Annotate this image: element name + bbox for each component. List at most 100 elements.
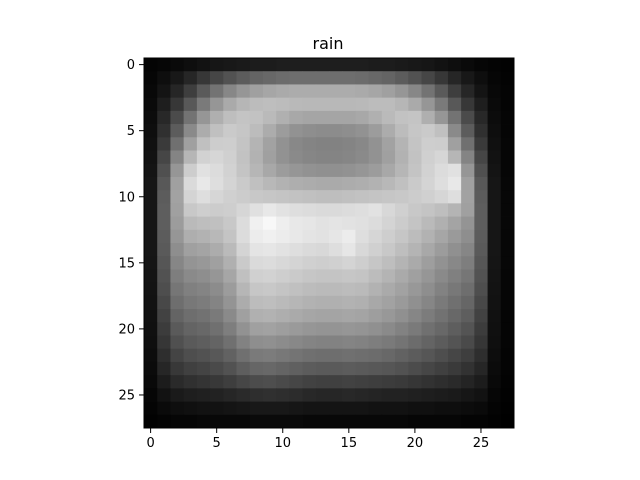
heatmap-cell bbox=[474, 58, 488, 72]
heatmap-cell bbox=[236, 110, 251, 125]
heatmap-cell bbox=[249, 229, 264, 244]
heatmap-cell bbox=[329, 375, 343, 389]
heatmap-cell bbox=[223, 401, 237, 416]
heatmap-cell bbox=[368, 361, 383, 376]
heatmap-cell bbox=[223, 256, 237, 270]
heatmap-cell bbox=[500, 401, 515, 416]
heatmap-cell bbox=[236, 71, 251, 85]
heatmap-cell bbox=[315, 243, 330, 257]
heatmap-cell bbox=[395, 190, 409, 204]
heatmap-cell bbox=[302, 203, 317, 217]
heatmap-cell bbox=[210, 229, 224, 244]
heatmap-cell bbox=[289, 150, 303, 165]
heatmap-cell bbox=[170, 335, 185, 350]
heatmap-cell bbox=[447, 295, 462, 310]
heatmap-cell bbox=[355, 229, 370, 244]
heatmap-cell bbox=[408, 401, 422, 416]
heatmap-cell bbox=[500, 150, 515, 165]
heatmap-cell bbox=[170, 282, 185, 297]
heatmap-cell bbox=[157, 361, 171, 376]
heatmap-cell bbox=[381, 163, 396, 178]
heatmap-cell bbox=[395, 71, 409, 85]
heatmap-cell bbox=[144, 322, 158, 336]
heatmap-cell bbox=[249, 256, 264, 270]
heatmap-cell bbox=[447, 203, 462, 217]
heatmap-cell bbox=[144, 282, 158, 297]
heatmap-cell bbox=[461, 150, 475, 165]
heatmap-cell bbox=[236, 309, 251, 323]
heatmap-cell bbox=[447, 388, 462, 402]
heatmap-cell bbox=[170, 388, 185, 402]
heatmap-cell bbox=[474, 256, 488, 270]
y-tick-label: 25 bbox=[118, 388, 135, 403]
heatmap-cell bbox=[157, 282, 171, 297]
heatmap-cell bbox=[276, 243, 290, 257]
heatmap-cell bbox=[144, 414, 158, 429]
heatmap-cell bbox=[355, 150, 370, 165]
heatmap-cell bbox=[144, 335, 158, 350]
heatmap-cell bbox=[381, 110, 396, 125]
heatmap-cell bbox=[289, 190, 303, 204]
heatmap-cell bbox=[342, 58, 356, 72]
heatmap-cell bbox=[157, 203, 171, 217]
heatmap-cell bbox=[355, 203, 370, 217]
heatmap-cell bbox=[183, 388, 198, 402]
heatmap-cell bbox=[461, 322, 475, 336]
heatmap-cell bbox=[315, 163, 330, 178]
heatmap-cell bbox=[144, 375, 158, 389]
heatmap-cell bbox=[421, 322, 436, 336]
heatmap-cell bbox=[210, 58, 224, 72]
heatmap-cell bbox=[408, 163, 422, 178]
heatmap-cell bbox=[381, 414, 396, 429]
heatmap-cell bbox=[249, 295, 264, 310]
heatmap-cell bbox=[487, 388, 502, 402]
heatmap-cell bbox=[183, 361, 198, 376]
heatmap-cell bbox=[329, 388, 343, 402]
heatmap-cells bbox=[144, 58, 515, 429]
heatmap-cell bbox=[157, 256, 171, 270]
heatmap-cell bbox=[262, 229, 277, 244]
heatmap-cell bbox=[434, 269, 449, 284]
heatmap-cell bbox=[210, 216, 224, 231]
heatmap-cell bbox=[183, 84, 198, 99]
heatmap-cell bbox=[500, 282, 515, 297]
heatmap-cell bbox=[342, 309, 356, 323]
heatmap-cell bbox=[170, 124, 185, 138]
heatmap-cell bbox=[262, 375, 277, 389]
heatmap-cell bbox=[461, 97, 475, 112]
heatmap-cell bbox=[355, 256, 370, 270]
heatmap-cell bbox=[381, 229, 396, 244]
heatmap-cell bbox=[408, 388, 422, 402]
heatmap-cell bbox=[487, 84, 502, 99]
heatmap-cell bbox=[487, 269, 502, 284]
heatmap-cell bbox=[342, 71, 356, 85]
heatmap-cell bbox=[183, 124, 198, 138]
heatmap-cell bbox=[236, 97, 251, 112]
heatmap-cell bbox=[302, 295, 317, 310]
heatmap-cell bbox=[223, 414, 237, 429]
heatmap-cell bbox=[368, 414, 383, 429]
heatmap-cell bbox=[157, 388, 171, 402]
heatmap-cell bbox=[249, 414, 264, 429]
heatmap-cell bbox=[210, 137, 224, 151]
heatmap-cell bbox=[368, 295, 383, 310]
heatmap-cell bbox=[500, 229, 515, 244]
heatmap-cell bbox=[329, 97, 343, 112]
heatmap-cell bbox=[210, 150, 224, 165]
heatmap-cell bbox=[183, 190, 198, 204]
heatmap-cell bbox=[249, 110, 264, 125]
heatmap-cell bbox=[236, 163, 251, 178]
heatmap-cell bbox=[249, 243, 264, 257]
heatmap-cell bbox=[144, 309, 158, 323]
heatmap-cell bbox=[474, 388, 488, 402]
heatmap-cell bbox=[144, 203, 158, 217]
heatmap-cell bbox=[447, 414, 462, 429]
heatmap-cell bbox=[434, 348, 449, 363]
heatmap-cell bbox=[262, 414, 277, 429]
heatmap-cell bbox=[434, 414, 449, 429]
heatmap-cell bbox=[210, 110, 224, 125]
heatmap-cell bbox=[474, 309, 488, 323]
heatmap-cell bbox=[408, 71, 422, 85]
heatmap-cell bbox=[395, 97, 409, 112]
heatmap-cell bbox=[355, 71, 370, 85]
